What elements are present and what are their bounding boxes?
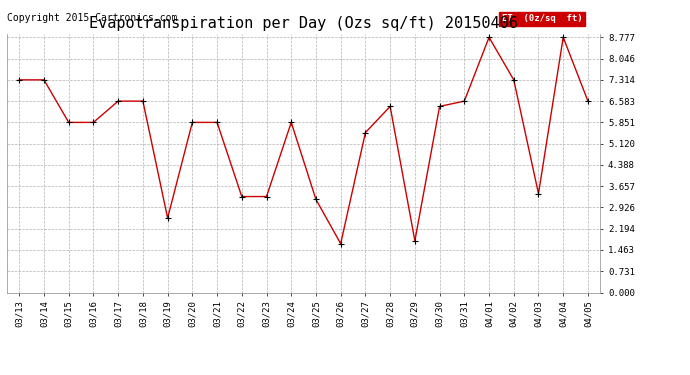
Text: ET  (0z/sq  ft): ET (0z/sq ft)	[502, 14, 582, 23]
Text: Copyright 2015 Cartronics.com: Copyright 2015 Cartronics.com	[7, 13, 177, 23]
Title: Evapotranspiration per Day (Ozs sq/ft) 20150406: Evapotranspiration per Day (Ozs sq/ft) 2…	[89, 16, 518, 31]
